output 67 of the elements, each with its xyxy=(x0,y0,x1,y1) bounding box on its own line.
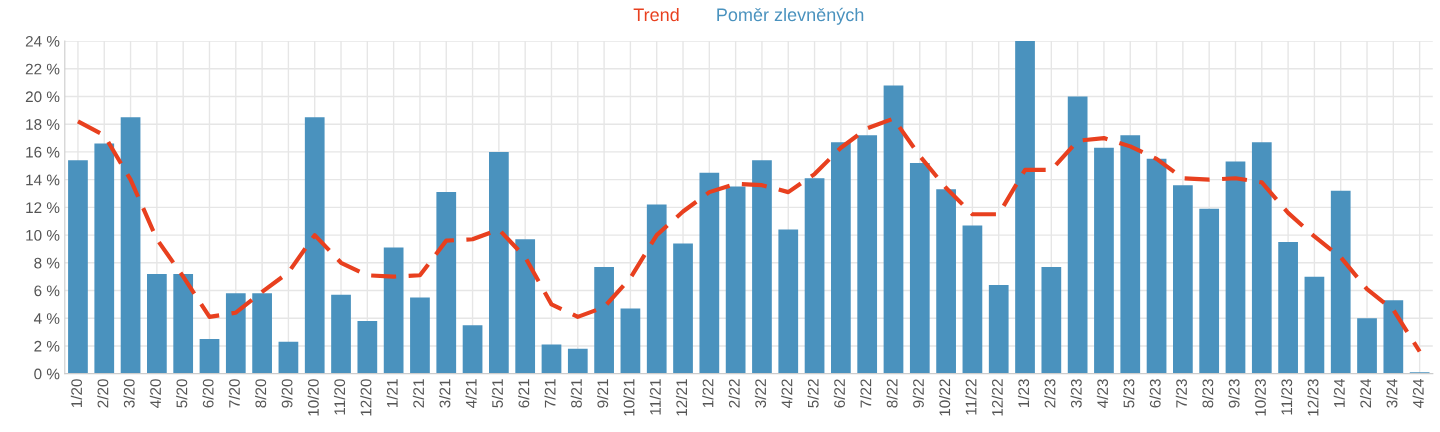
x-tick-label: 3/23 xyxy=(1070,379,1082,408)
x-tick-label: 6/23 xyxy=(1149,379,1161,408)
x-tick-label: 12/22 xyxy=(991,379,1003,416)
x-tick-label: 4/23 xyxy=(1096,379,1109,408)
x-tick-label: 11/22 xyxy=(965,379,977,415)
x-tick-label: 4/22 xyxy=(781,379,793,408)
y-tick-label: 14 % xyxy=(26,174,60,186)
y-tick-label: 24 % xyxy=(25,35,60,47)
x-tick-label: 5/21 xyxy=(491,379,503,408)
x-tick-label: 9/21 xyxy=(596,379,609,408)
x-tick-label: 3/24 xyxy=(1386,378,1398,408)
x-tick-label: 7/20 xyxy=(228,379,240,408)
x-tick-label: 11/23 xyxy=(1280,379,1293,415)
x-tick-label: 1/20 xyxy=(70,379,83,408)
text: Trend xyxy=(633,7,679,22)
x-tick-label: 12/20 xyxy=(360,379,372,416)
x-tick-label: 9/23 xyxy=(1228,379,1240,408)
x-tick-label: 2/21 xyxy=(412,379,425,408)
y-tick-label: 18 % xyxy=(26,119,60,130)
text: Poměr zlevněných xyxy=(717,7,864,25)
x-tick-label: 10/21 xyxy=(623,379,635,416)
x-tick-label: 7/21 xyxy=(544,379,556,408)
x-tick-label: 7/23 xyxy=(1175,379,1187,408)
y-tick-label: 6 % xyxy=(34,285,60,297)
x-tick-label: 5/20 xyxy=(176,379,188,408)
x-tick-label: 10/20 xyxy=(307,379,319,416)
y-tick-label: 2 % xyxy=(34,340,60,352)
y-tick-label: 0 % xyxy=(34,368,60,380)
x-tick-label: 11/20 xyxy=(333,379,346,415)
x-tick-label: 9/20 xyxy=(281,379,293,408)
x-tick-label: 2/23 xyxy=(1044,379,1056,408)
x-tick-label: 1/21 xyxy=(386,379,398,408)
y-tick-label: 10 % xyxy=(26,229,60,241)
x-tick-label: 6/21 xyxy=(518,379,530,408)
y-tick-label: 8 % xyxy=(34,257,60,269)
y-tick-label: 20 % xyxy=(25,91,60,103)
x-tick-label: 1/24 xyxy=(1333,378,1345,408)
x-tick-label: 1/23 xyxy=(1017,379,1030,408)
x-tick-label: 6/22 xyxy=(833,379,845,408)
x-tick-label: 12/23 xyxy=(1307,379,1319,416)
x-tick-label: 2/24 xyxy=(1359,378,1372,408)
y-tick-label: 16 % xyxy=(26,146,60,158)
x-tick-label: 2/22 xyxy=(728,379,740,408)
x-tick-label: 10/23 xyxy=(1254,379,1266,416)
x-tick-label: 4/20 xyxy=(149,379,161,408)
x-tick-label: 8/22 xyxy=(886,379,898,408)
x-tick-label: 4/24 xyxy=(1412,378,1424,408)
x-tick-label: 3/21 xyxy=(439,379,451,408)
x-tick-label: 5/23 xyxy=(1123,379,1135,408)
x-tick-label: 6/20 xyxy=(202,379,214,408)
x-tick-label: 4/21 xyxy=(465,379,477,408)
x-tick-label: 9/22 xyxy=(912,379,924,408)
x-tick-label: 3/22 xyxy=(754,379,767,408)
x-tick-label: 5/22 xyxy=(807,379,819,408)
x-tick-label: 8/21 xyxy=(570,379,582,408)
x-tick-label: 8/23 xyxy=(1202,379,1214,408)
x-tick-label: 11/21 xyxy=(649,379,661,415)
x-tick-label: 2/20 xyxy=(97,379,109,408)
x-tick-label: 1/22 xyxy=(702,379,714,408)
x-tick-label: 7/22 xyxy=(860,379,872,408)
x-tick-label: 12/21 xyxy=(675,379,688,416)
y-tick-label: 22 % xyxy=(25,63,60,75)
y-tick-label: 4 % xyxy=(33,313,60,324)
x-tick-label: 10/22 xyxy=(938,379,951,416)
x-tick-label: 8/20 xyxy=(254,379,267,408)
y-tick-label: 12 % xyxy=(26,202,60,213)
x-tick-label: 3/20 xyxy=(123,379,135,408)
